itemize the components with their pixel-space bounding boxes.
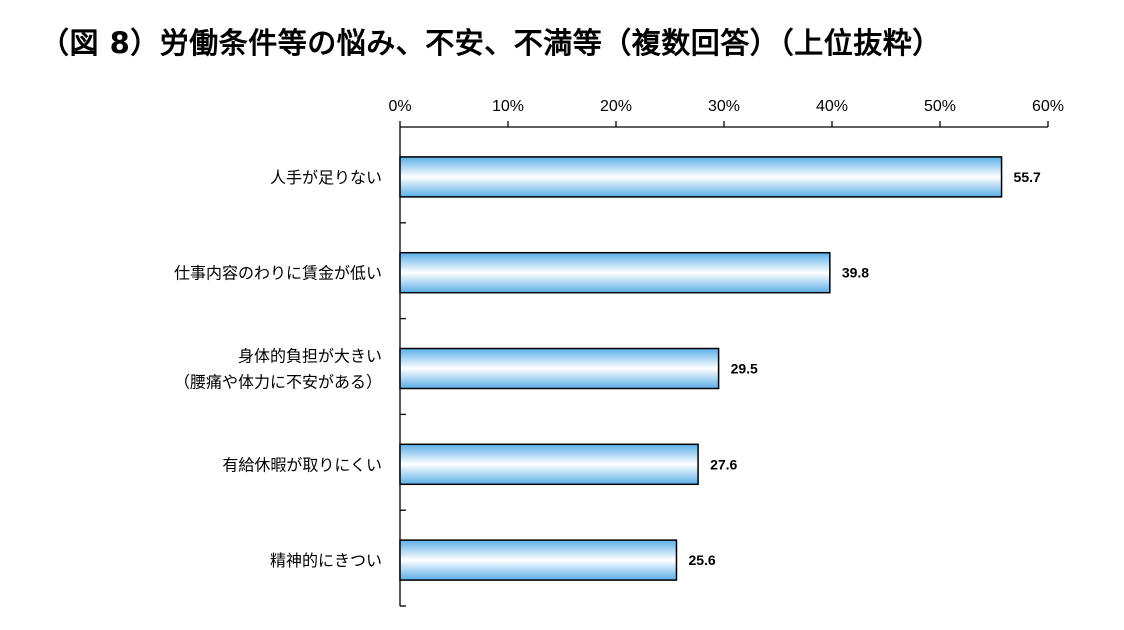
- x-tick-label: 20%: [600, 98, 632, 115]
- value-label: 39.8: [842, 265, 869, 281]
- category-label: 精神的にきつい: [270, 551, 382, 570]
- value-label: 25.6: [688, 552, 715, 568]
- category-label: 有給休暇が取りにくい: [222, 455, 382, 474]
- value-label: 27.6: [710, 456, 737, 472]
- bar: [399, 251, 831, 294]
- bar: [399, 347, 720, 390]
- bar: [399, 443, 699, 486]
- bars-layer: [399, 156, 1003, 581]
- x-tick-label: 40%: [816, 98, 848, 115]
- x-tick-label: 50%: [924, 98, 956, 115]
- bar: [399, 156, 1003, 198]
- value-label: 55.7: [1014, 169, 1041, 185]
- labels-layer: 0% 10% 20% 30% 40% 50% 60% 55.7 人手が足りない 39.8 仕事内容の…: [174, 98, 1064, 570]
- x-tick-label: 30%: [708, 98, 740, 115]
- bar: [399, 539, 678, 581]
- category-label: 仕事内容のわりに賃金が低い: [174, 264, 382, 283]
- x-tick-label: 60%: [1032, 98, 1064, 115]
- category-label: 身体的負担が大きい: [238, 347, 382, 366]
- x-tick-label: 0%: [388, 98, 411, 115]
- category-label: （腰痛や体力に不安がある）: [174, 373, 382, 392]
- x-tick-label: 10%: [492, 98, 524, 115]
- value-label: 29.5: [731, 361, 758, 377]
- chart-title: （図 8）労働条件等の悩み、不安、不満等（複数回答）（上位抜粋）: [40, 26, 942, 60]
- category-label: 人手が足りない: [270, 168, 382, 187]
